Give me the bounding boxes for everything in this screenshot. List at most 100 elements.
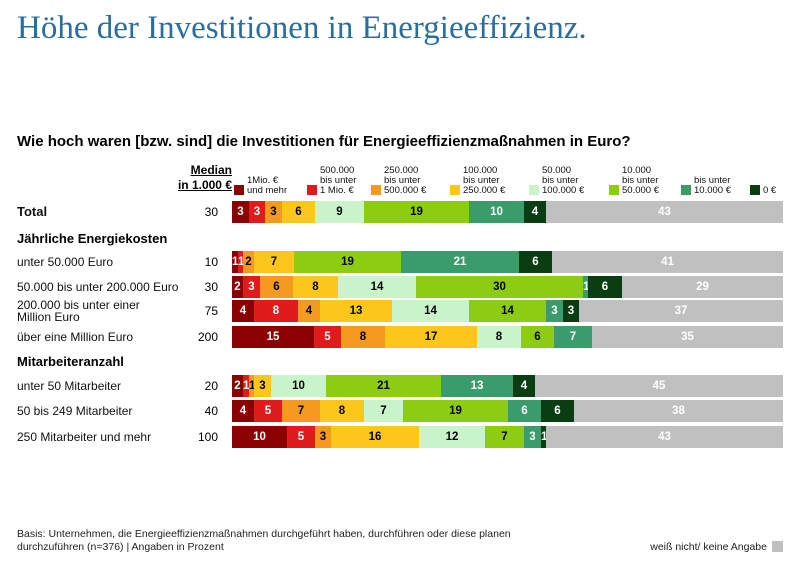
bar-segment: 8 — [320, 400, 364, 422]
bar-segment: 6 — [588, 276, 622, 298]
row-label: unter 50 Mitarbeiter — [17, 379, 122, 393]
bar-segment: 8 — [341, 326, 385, 348]
bar-segment: 14 — [338, 276, 416, 298]
bar-segment: 3 — [249, 201, 265, 223]
row-label: 250 Mitarbeiter und mehr — [17, 430, 152, 444]
bar-segment: 16 — [331, 426, 419, 448]
bar-segment: 21 — [326, 375, 441, 397]
bar-segment: 6 — [541, 400, 574, 422]
bar-segment: 19 — [403, 400, 508, 422]
median-value: 10 — [204, 255, 218, 269]
bar-segment: 3 — [254, 375, 271, 397]
legend-swatch-5 — [609, 185, 619, 195]
legend-label-1: 500.000 bis unter 1 Mio. € — [320, 165, 357, 196]
bar-segment: 29 — [622, 276, 783, 298]
bar-segment: 3 — [524, 426, 541, 448]
bar-segment: 10 — [469, 201, 524, 223]
bar-segment: 5 — [254, 400, 282, 422]
legend-swatch-4 — [529, 185, 539, 195]
row-label: 50 bis 249 Mitarbeiter — [17, 404, 133, 418]
bar-segment: 10 — [232, 426, 287, 448]
legend-item-6: bis unter 10.000 € — [681, 160, 771, 196]
median-value: 100 — [197, 430, 218, 444]
bar-segment: 3 — [243, 276, 260, 298]
bar-segment: 21 — [401, 251, 519, 273]
legend-swatch-3 — [450, 185, 460, 195]
legend-na-label: weiß nicht/ keine Angabe — [650, 541, 767, 553]
bar-segment: 8 — [293, 276, 338, 298]
bar-segment: 1 — [243, 375, 249, 397]
bar-segment: 6 — [260, 276, 293, 298]
bar-segment: 38 — [574, 400, 783, 422]
chart-question: Wie hoch waren [bzw. sind] die Investiti… — [17, 133, 631, 150]
bar-segment: 8 — [254, 300, 298, 322]
legend-item-7: 0 € — [750, 160, 797, 196]
stacked-bar: 4 8 4 13 14 14 3 3 37 — [232, 300, 783, 322]
median-value: 30 — [204, 205, 218, 219]
bar-segment: 19 — [294, 251, 401, 273]
row-label: 200.000 bis unter einer Million Euro — [17, 298, 140, 324]
legend-swatch-1 — [307, 185, 317, 195]
legend-swatch-0 — [234, 185, 244, 195]
median-header-line1: Median — [190, 163, 232, 177]
bar-segment: 5 — [314, 326, 341, 348]
legend-na-swatch — [772, 541, 783, 552]
legend-label-0: 1Mio. € und mehr — [247, 175, 288, 196]
median-header: Median in 1.000 € — [162, 163, 232, 193]
stacked-bar: 2 3 6 8 14 30 1 6 29 — [232, 276, 783, 298]
legend-swatch-2 — [371, 185, 381, 195]
bar-segment: 17 — [385, 326, 477, 348]
bar-segment: 15 — [232, 326, 314, 348]
legend-label-6: bis unter 10.000 € — [694, 175, 731, 196]
bar-segment: 1 — [541, 426, 547, 448]
legend-item-3: 100.000 bis unter 250.000 € — [450, 160, 540, 196]
bar-segment: 6 — [521, 326, 554, 348]
median-value: 200 — [197, 330, 218, 344]
bar-segment: 1 — [583, 276, 589, 298]
bar-segment: 5 — [287, 426, 315, 448]
bar-segment: 3 — [232, 201, 249, 223]
legend-label-2: 250.000 bis unter 500.000 € — [384, 165, 427, 196]
bar-segment: 14 — [469, 300, 546, 322]
bar-segment: 43 — [546, 426, 783, 448]
row-label: über eine Million Euro — [17, 330, 134, 344]
bar-segment: 8 — [477, 326, 521, 348]
bar-segment: 7 — [254, 251, 294, 273]
bar-segment: 7 — [554, 326, 592, 348]
row-label: 50.000 bis unter 200.000 Euro — [17, 280, 179, 294]
section-heading: Mitarbeiteranzahl — [17, 354, 124, 369]
legend-item-5: 10.000 bis unter 50.000 € — [609, 160, 699, 196]
median-header-line2: in 1.000 € — [177, 178, 232, 192]
bar-segment: 9 — [315, 201, 364, 223]
bar-segment: 13 — [320, 300, 392, 322]
bar-segment: 41 — [552, 251, 783, 273]
bar-segment: 3 — [546, 300, 563, 322]
bar-segment: 4 — [513, 375, 535, 397]
bar-segment: 19 — [364, 201, 469, 223]
stacked-bar: 3 3 3 6 9 19 10 4 43 — [232, 201, 783, 223]
section-heading: Jährliche Energiekosten — [17, 231, 168, 246]
row-label: Total — [17, 204, 48, 219]
legend-label-3: 100.000 bis unter 250.000 € — [463, 165, 506, 196]
bar-segment: 1 — [232, 251, 238, 273]
legend-item-4: 50.000 bis unter 100.000 € — [529, 160, 619, 196]
bar-segment: 4 — [232, 300, 254, 322]
bar-segment: 35 — [592, 326, 783, 348]
bar-segment: 3 — [563, 300, 579, 322]
page-title: Höhe der Investitionen in Energieeffizie… — [17, 10, 587, 46]
bar-segment: 4 — [298, 300, 320, 322]
bar-segment: 1 — [249, 375, 255, 397]
bar-segment: 4 — [524, 201, 546, 223]
bar-segment: 4 — [232, 400, 254, 422]
bar-segment: 1 — [238, 251, 244, 273]
legend-label-4: 50.000 bis unter 100.000 € — [542, 165, 585, 196]
bar-segment: 14 — [392, 300, 469, 322]
median-value: 20 — [204, 379, 218, 393]
bar-segment: 10 — [271, 375, 326, 397]
stacked-bar: 4 5 7 8 7 19 6 6 38 — [232, 400, 783, 422]
legend-swatch-6 — [681, 185, 691, 195]
bar-segment: 37 — [579, 300, 783, 322]
legend-item-0: 1Mio. € und mehr — [234, 160, 324, 196]
bar-segment: 13 — [441, 375, 513, 397]
legend-item-1: 500.000 bis unter 1 Mio. € — [307, 160, 397, 196]
